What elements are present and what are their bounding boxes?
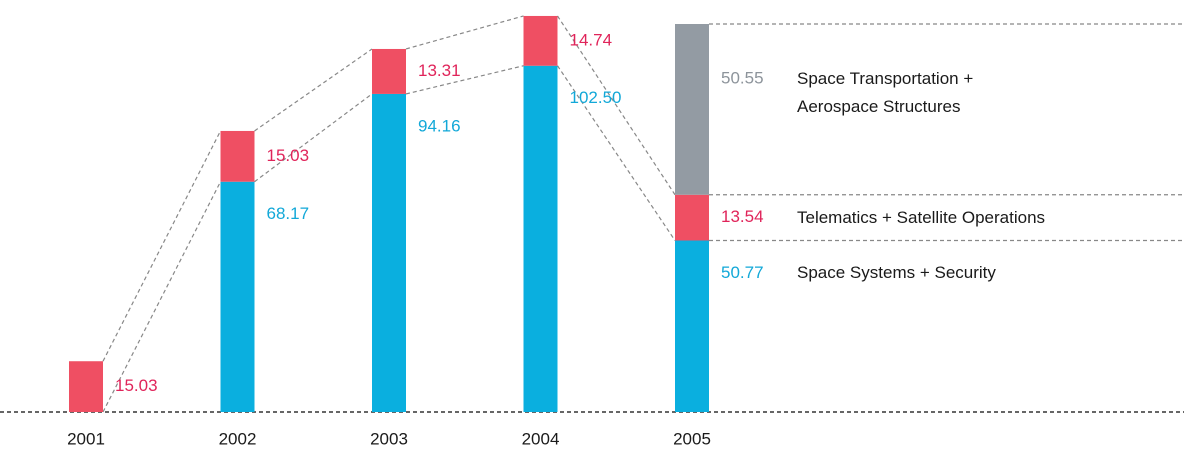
value-label: 102.50	[570, 88, 622, 107]
connector	[557, 65, 676, 241]
bar-segment	[675, 194, 709, 241]
connector	[254, 48, 373, 132]
connector	[102, 130, 222, 362]
value-label: 50.77	[721, 263, 764, 282]
value-label: 50.55	[721, 68, 764, 87]
bar-segment	[69, 361, 103, 412]
value-label: 13.54	[721, 207, 764, 226]
bar-segment	[675, 24, 709, 195]
value-label: 13.31	[418, 61, 461, 80]
value-label: 15.03	[115, 376, 158, 395]
bar-segment	[372, 93, 406, 412]
x-tick-label: 2005	[673, 429, 711, 448]
x-tick-label: 2002	[219, 429, 257, 448]
legend-label: Space Transportation + Aerospace Structu…	[797, 69, 974, 116]
x-tick-label: 2003	[370, 429, 408, 448]
bar-segment	[523, 15, 558, 66]
value-label: 15.03	[267, 146, 310, 165]
bar-segment	[675, 240, 709, 412]
connector	[405, 65, 524, 95]
bar-segment	[220, 181, 255, 412]
legend-label: Telematics + Satellite Operations	[797, 207, 1046, 227]
connector	[556, 15, 676, 196]
x-tick-label: 2004	[522, 429, 560, 448]
bar-segment	[372, 48, 406, 94]
connector	[102, 181, 222, 413]
connector	[405, 15, 524, 50]
value-label: 68.17	[267, 204, 310, 223]
connector	[254, 93, 373, 183]
x-tick-label: 2001	[67, 429, 105, 448]
bar-segment	[220, 130, 255, 182]
bar-segment	[523, 65, 558, 412]
value-label: 94.16	[418, 116, 461, 135]
value-label: 14.74	[570, 30, 613, 49]
legend-label: Space Systems + Security	[797, 263, 996, 283]
